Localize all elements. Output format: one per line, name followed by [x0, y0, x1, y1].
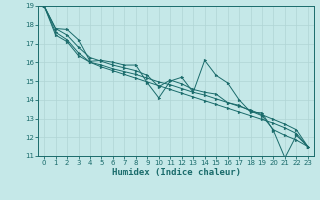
X-axis label: Humidex (Indice chaleur): Humidex (Indice chaleur): [111, 168, 241, 177]
